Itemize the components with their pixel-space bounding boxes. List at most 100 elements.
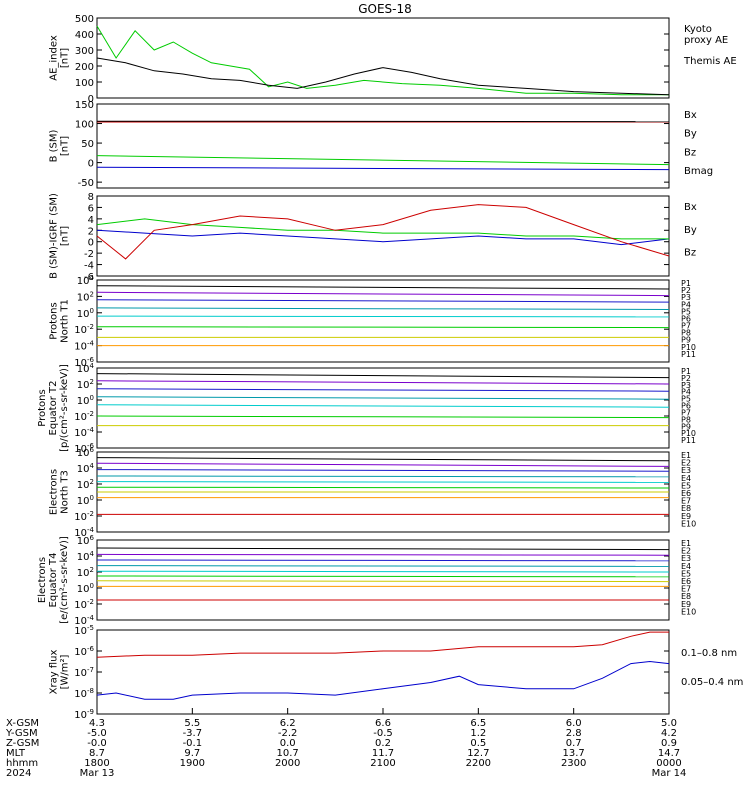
legend-label: P9	[681, 336, 691, 345]
footer-cell: -5.0	[87, 728, 107, 739]
chart-title: GOES-18	[358, 2, 412, 16]
y-tick-label: -50	[78, 178, 94, 189]
legend-label: P6	[681, 314, 691, 323]
series-line-ae-themis-ae	[96, 57, 670, 96]
footer-cell: Mar 13	[80, 768, 115, 779]
y-axis-label: Xray flux	[49, 650, 60, 695]
footer-row-label: Y-GSM	[5, 728, 38, 739]
footer-row-label: Z-GSM	[6, 738, 39, 749]
y-tick-label: 150	[75, 100, 94, 111]
y-tick-label: 104	[77, 462, 95, 475]
legend-label: P9	[681, 422, 691, 431]
panel-b_sm: 150 100 50 0 -50 B (SM) [nT] Bx By Bz Bmag	[49, 100, 714, 189]
y-axis-label: [p/(cm²-s-sr-keV)]	[59, 364, 70, 452]
legend-label: E4	[681, 562, 691, 571]
legend-label: Themis AE	[683, 56, 737, 67]
y-axis-label: Electrons	[49, 469, 60, 515]
y-tick-label: 104	[77, 362, 95, 375]
y-axis-label: [nT]	[60, 136, 71, 156]
legend-label: P11	[681, 436, 696, 445]
y-axis-label: [e/(cm²-s-sr-keV)]	[59, 536, 70, 624]
footer-cell: 1.2	[470, 728, 486, 739]
footer-cell: 11.7	[372, 748, 394, 759]
legend-label: E6	[681, 489, 691, 498]
series-line-electrons_t4-e1	[96, 547, 670, 551]
footer-cell: 6.6	[375, 718, 391, 729]
y-tick-label: -6	[84, 272, 94, 283]
legend-label: E3	[681, 554, 691, 563]
y-tick-label: 100	[75, 120, 94, 131]
legend-label: P6	[681, 402, 691, 411]
legend-label: 0.05–0.4 nm	[681, 677, 743, 688]
footer-cell: 8.7	[89, 748, 105, 759]
legend-label: Bz	[684, 147, 696, 158]
series-line-electrons_t4-e6	[96, 575, 670, 578]
y-tick-label: 106	[77, 446, 95, 459]
y-tick-label: 10-7	[74, 666, 94, 679]
panel-frame	[96, 195, 670, 277]
y-axis-label: B (SM)	[49, 129, 60, 162]
footer-cell: 0.0	[280, 738, 296, 749]
legend-label: 0.1–0.8 nm	[681, 648, 737, 659]
legend-label: E2	[681, 547, 691, 556]
legend-label: P7	[681, 322, 691, 331]
y-tick-label: 10-4	[74, 426, 94, 439]
footer-row-label: MLT	[6, 748, 26, 759]
series-line-electrons_t3-e2	[96, 462, 670, 467]
legend-label: E9	[681, 512, 691, 521]
y-tick-label: 100	[77, 307, 94, 320]
y-axis-label: [nT]	[60, 226, 71, 246]
series-line-protons_t1-p6	[96, 326, 670, 329]
footer-cell: 2300	[561, 758, 586, 769]
series-line-protons_t2-p3	[96, 388, 670, 392]
legend-label: E3	[681, 466, 691, 475]
legend-label: Bmag	[684, 166, 713, 177]
y-tick-label: 200	[75, 62, 94, 73]
footer-cell: 4.3	[89, 718, 105, 729]
y-tick-label: 10-6	[74, 645, 94, 658]
legend-label: P10	[681, 429, 696, 438]
panel-frame	[96, 539, 670, 621]
y-tick-label: 10-2	[74, 323, 94, 336]
y-tick-label: 10-5	[74, 624, 94, 637]
y-axis-label: AE_index	[49, 35, 60, 81]
series-line-protons_t2-p1	[96, 373, 670, 379]
series-line-ae-kyoto-proxy-ae	[96, 25, 669, 96]
legend-label: P10	[681, 343, 696, 352]
footer-cell: -0.1	[183, 738, 203, 749]
legend-label: E9	[681, 600, 691, 609]
footer-cell: 2000	[275, 758, 300, 769]
y-tick-label: 400	[75, 30, 94, 41]
legend-label: P8	[681, 415, 691, 424]
footer-cell: 4.2	[661, 728, 677, 739]
legend-label: P4	[681, 388, 691, 397]
series-line-electrons_t4-e7	[96, 580, 670, 583]
legend-label: E1	[681, 539, 691, 548]
footer-cell: 1800	[84, 758, 109, 769]
y-tick-label: 300	[75, 46, 94, 57]
series-line-b_igrf-bz	[96, 204, 670, 260]
footer-row-label: X-GSM	[6, 718, 39, 729]
series-line-protons_t1-p3	[96, 299, 670, 303]
y-tick-label: -4	[84, 261, 94, 272]
series-line-electrons_t3-e1	[96, 457, 670, 462]
legend-label: Kyoto	[684, 24, 712, 35]
legend-label: P5	[681, 307, 691, 316]
series-line-electrons_t3-e6	[96, 486, 670, 489]
y-tick-label: 102	[77, 290, 94, 303]
series-line-electrons_t4-e3	[96, 559, 670, 562]
y-tick-label: 10-4	[74, 340, 94, 353]
y-tick-label: 6	[88, 203, 94, 214]
y-tick-label: 102	[77, 478, 94, 491]
footer-cell: -3.7	[183, 728, 203, 739]
legend-label: Bz	[684, 248, 696, 259]
footer-cell: 0.2	[375, 738, 391, 749]
y-tick-label: 100	[77, 394, 94, 407]
y-tick-label: 104	[77, 274, 95, 287]
legend-label: P3	[681, 293, 691, 302]
footer-cell: -0.5	[373, 728, 393, 739]
